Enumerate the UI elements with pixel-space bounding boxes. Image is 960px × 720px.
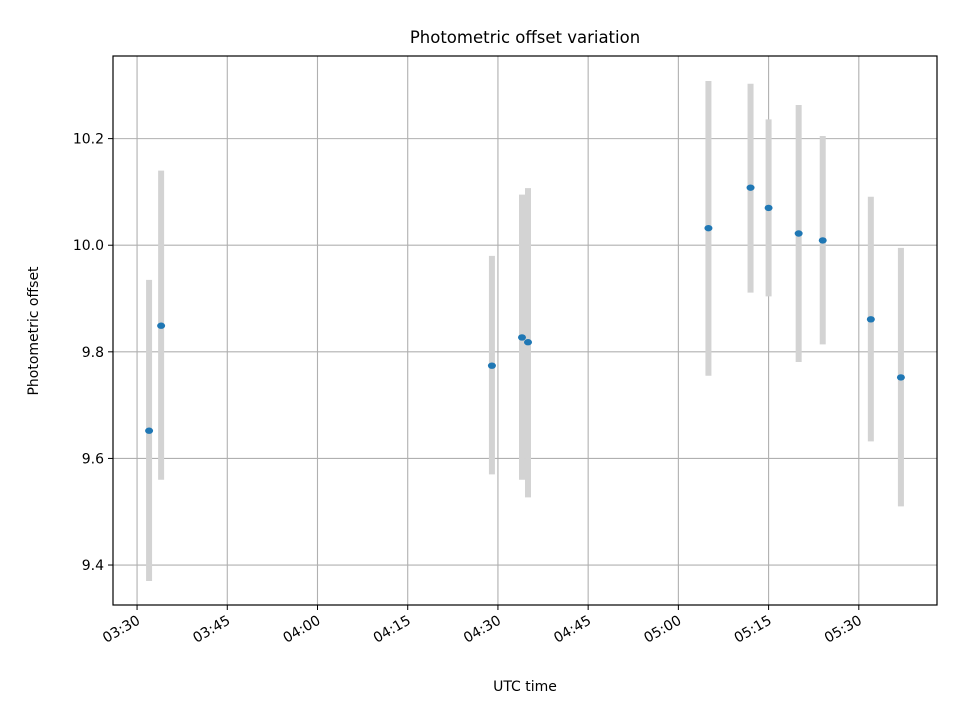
chart-title: Photometric offset variation	[410, 28, 640, 47]
data-points	[145, 184, 905, 434]
data-point	[896, 374, 905, 381]
data-point	[524, 339, 533, 346]
data-point	[704, 224, 713, 232]
data-point	[764, 204, 773, 212]
y-tick-label: 9.6	[82, 451, 104, 467]
x-axis-label: UTC time	[493, 679, 557, 695]
y-tick-label: 9.4	[82, 558, 104, 574]
y-tick-label: 10.2	[73, 132, 104, 148]
y-axis-label: Photometric offset	[26, 266, 42, 396]
data-point	[145, 427, 154, 434]
y-axis: 9.4 9.6 9.8 10.0 10.2	[73, 132, 113, 574]
y-tick-label: 9.8	[82, 345, 104, 361]
plot-area-frame	[112, 55, 938, 606]
data-point	[487, 362, 496, 369]
data-point	[517, 334, 526, 341]
data-point	[818, 237, 827, 244]
data-point	[746, 184, 755, 191]
data-point	[794, 230, 803, 237]
data-point	[866, 316, 875, 323]
data-point	[157, 322, 166, 329]
y-tick-label: 10.0	[73, 238, 104, 254]
